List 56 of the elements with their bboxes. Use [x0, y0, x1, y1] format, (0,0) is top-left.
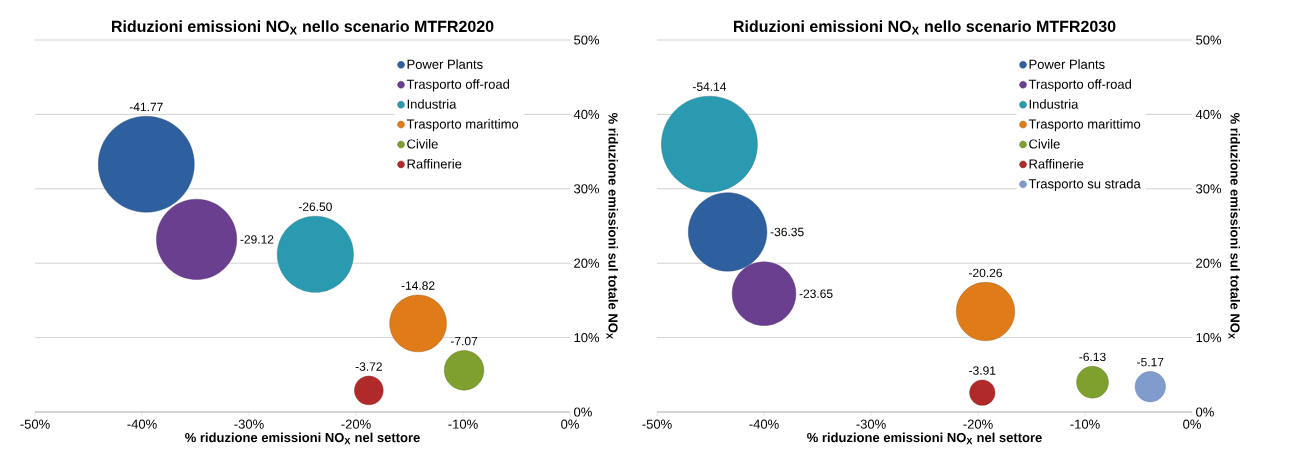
- y-tick-label: 10%: [574, 333, 600, 343]
- legend-label: Trasporto su strada: [1028, 178, 1141, 191]
- x-axis-title: % riduzione emissioni NO$_{X}$ nel settore: [807, 432, 1042, 445]
- legend-label: Trasporto marittimo: [406, 119, 519, 132]
- x-tick-label: -50%: [642, 419, 672, 429]
- x-tick-label: 0%: [1183, 419, 1201, 429]
- annotation: -20.26: [969, 268, 1002, 278]
- y-tick-label: 50%: [1196, 35, 1222, 45]
- legend-label: Civile: [407, 139, 438, 149]
- legend-label: Civile: [1029, 139, 1060, 149]
- legend-label: Raffinerie: [1029, 158, 1084, 169]
- y-axis-title: % riduzione emissioni sul totale NO$_{X}$: [1228, 112, 1240, 339]
- y-tick-label: 20%: [1196, 258, 1222, 268]
- y-tick-label: 30%: [1196, 184, 1222, 194]
- y-tick-label: 10%: [1196, 333, 1222, 343]
- x-tick-label: 0%: [561, 419, 579, 429]
- y-tick-label: 30%: [574, 184, 600, 194]
- legend-label: Trasporto off-road: [1028, 79, 1132, 92]
- legend-label: Trasporto off-road: [406, 79, 510, 92]
- x-tick-label: -20%: [341, 419, 371, 429]
- legend-label: Raffinerie: [407, 158, 462, 169]
- y-tick-label: 40%: [1195, 109, 1222, 119]
- y-tick-label: 0%: [574, 407, 592, 417]
- x-tick-label: -30%: [234, 419, 264, 429]
- legend-label: Industria: [1029, 99, 1079, 109]
- annotation: -6.13: [1079, 352, 1106, 362]
- annotation: -41.77: [129, 102, 163, 112]
- x-tick-label: -30%: [856, 419, 886, 429]
- annotation: -23.65: [799, 289, 833, 298]
- annotation: -26.50: [298, 202, 332, 211]
- chart-title: Riduzioni emissioni NO$_{X}$ nello scenario MTFR2020: [111, 20, 494, 35]
- annotation: -3.91: [969, 366, 996, 375]
- annotation: -29.12: [240, 235, 274, 244]
- y-tick-label: 20%: [574, 258, 600, 268]
- legend-label: Power Plants: [1029, 59, 1105, 69]
- x-tick-label: -40%: [749, 419, 779, 429]
- annotation: -5.17: [1137, 357, 1164, 367]
- annotation: -36.35: [770, 227, 804, 237]
- y-tick-label: 0%: [1196, 407, 1214, 417]
- x-axis-title: % riduzione emissioni NO$_{X}$ nel settore: [185, 432, 420, 445]
- x-tick-label: -10%: [1070, 419, 1100, 429]
- x-tick-label: -50%: [20, 419, 50, 429]
- annotation: -54.14: [692, 82, 727, 91]
- x-tick-label: -10%: [448, 419, 478, 429]
- chart-title: Riduzioni emissioni NO$_{X}$ nello scenario MTFR2030: [733, 20, 1116, 35]
- y-tick-label: 50%: [574, 35, 600, 45]
- legend-label: Power Plants: [407, 59, 483, 69]
- x-tick-label: -40%: [127, 419, 157, 429]
- y-tick-label: 40%: [573, 109, 600, 119]
- y-axis-title: % riduzione emissioni sul totale NO$_{X}$: [606, 112, 618, 339]
- annotation: -14.82: [401, 281, 435, 290]
- legend-label: Industria: [407, 99, 457, 109]
- legend-label: Trasporto marittimo: [1028, 119, 1141, 132]
- x-tick-label: -20%: [963, 419, 993, 429]
- annotation: -3.72: [355, 362, 382, 371]
- annotation: -7.07: [450, 336, 478, 346]
